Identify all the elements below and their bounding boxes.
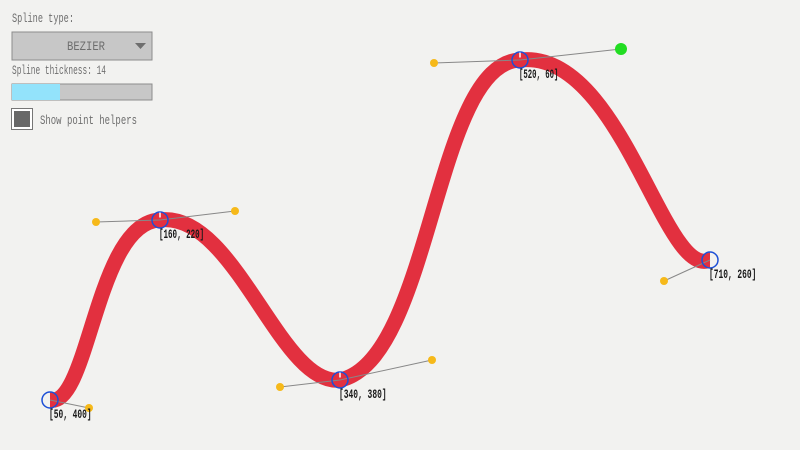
svg-text:Spline type:: Spline type: — [12, 11, 74, 26]
svg-text:Show point helpers: Show point helpers — [40, 113, 137, 128]
svg-text:Spline thickness: 14: Spline thickness: 14 — [12, 63, 106, 78]
svg-text:BEZIER: BEZIER — [67, 39, 105, 54]
svg-text:[160, 220]: [160, 220] — [159, 227, 204, 242]
svg-text:[50, 400]: [50, 400] — [49, 407, 92, 422]
svg-text:[520, 60]: [520, 60] — [519, 67, 558, 82]
svg-text:[710, 260]: [710, 260] — [709, 267, 756, 282]
svg-text:[340, 380]: [340, 380] — [339, 387, 387, 402]
